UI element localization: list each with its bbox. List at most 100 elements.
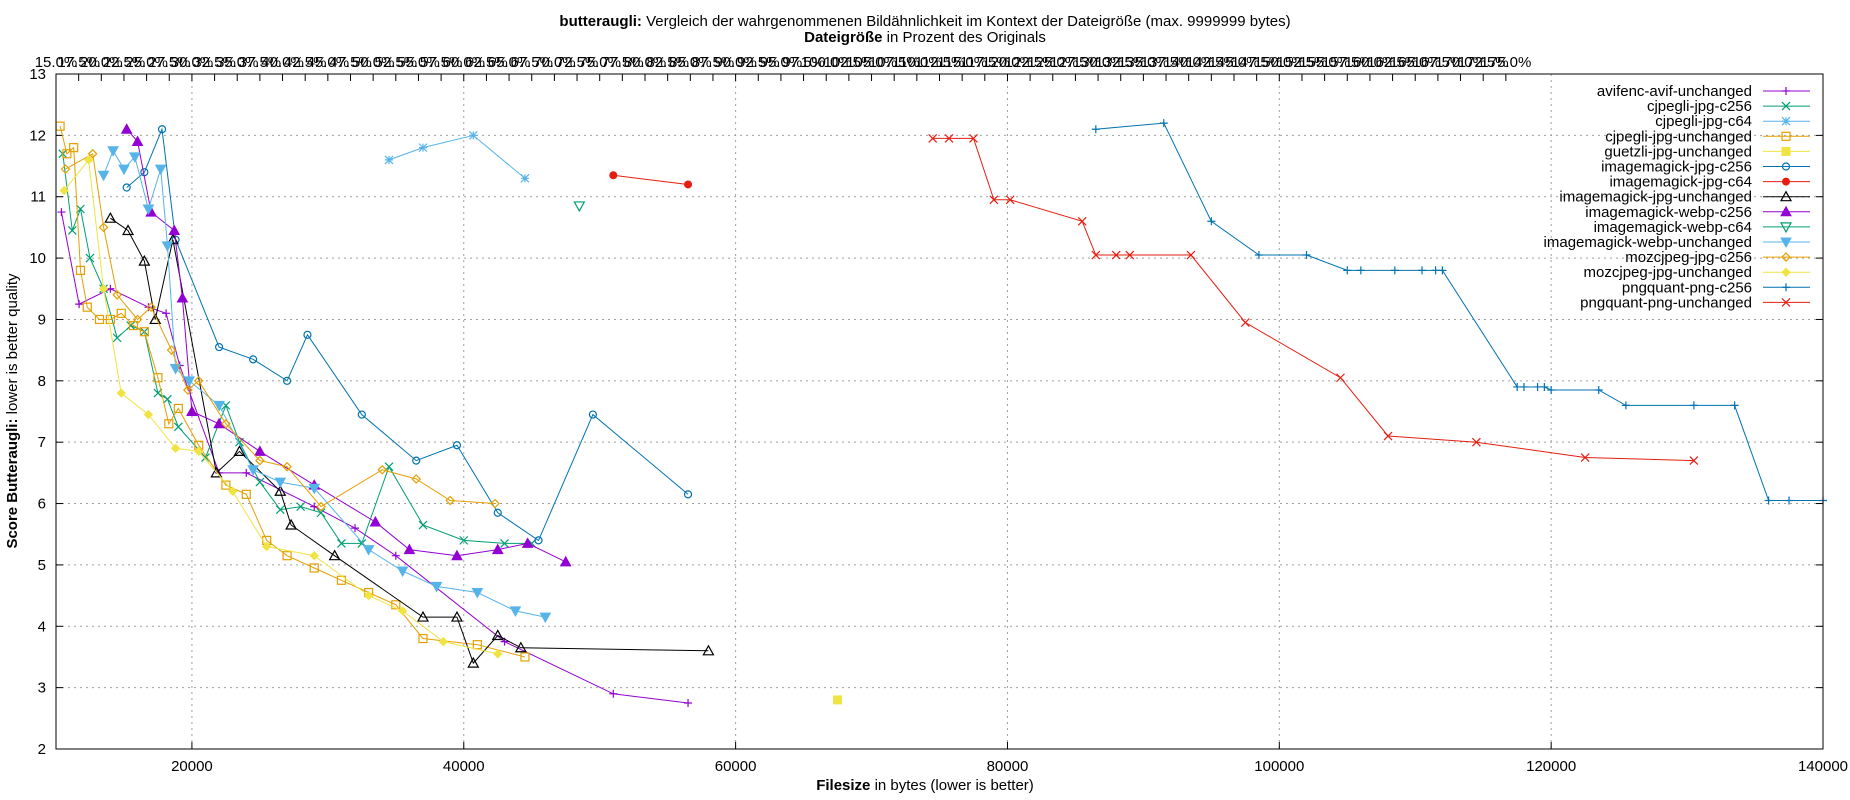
data-point <box>143 409 154 420</box>
data-point <box>131 135 144 146</box>
y-tick-label: 2 <box>38 741 46 758</box>
data-point <box>493 649 503 659</box>
data-point <box>309 550 319 561</box>
data-point <box>57 208 66 217</box>
data-point <box>146 302 156 313</box>
data-point <box>1336 373 1345 383</box>
data-point <box>363 590 374 601</box>
data-point <box>520 173 530 183</box>
data-point <box>303 330 312 339</box>
legend-marker <box>1781 146 1791 156</box>
data-point <box>1186 250 1196 260</box>
data-point <box>362 545 375 556</box>
data-point <box>138 254 151 266</box>
x-tick-label: 20000 <box>171 758 213 775</box>
x2-tick-label: 62.5% <box>465 54 508 71</box>
data-point <box>609 171 618 180</box>
data-point <box>97 170 110 182</box>
data-point <box>316 508 326 518</box>
x2-tick-label: 132.5% <box>1095 54 1146 71</box>
x2-tick-label: 40.0% <box>261 54 304 71</box>
series-cjpegli-jpg-c256 <box>58 149 537 548</box>
chart-title-bold: butteraugli: <box>559 13 642 30</box>
x2-tick-label: 100.0% <box>801 54 852 71</box>
series-guetzli-jpg-unchanged <box>833 695 843 705</box>
legend-entry: imagemagick-jpg-unchanged <box>1559 189 1810 206</box>
data-point <box>1513 382 1522 391</box>
x2-tick-label: 47.5% <box>329 54 372 71</box>
x2-tick-label: 110.0% <box>892 54 942 71</box>
chart-subtitle-rest: in Prozent des Originals <box>882 29 1045 46</box>
legend-label: mozcjpeg-jpg-unchanged <box>1584 264 1752 281</box>
data-point <box>98 222 109 233</box>
data-point <box>122 224 135 236</box>
legend-label: avifenc-avif-unchanged <box>1597 83 1752 100</box>
series-line <box>65 153 496 508</box>
data-point <box>186 405 198 416</box>
x2-tick-label: 25.0% <box>125 54 168 71</box>
y-tick-label: 6 <box>38 496 46 513</box>
series-cjpegli-jpg-c64 <box>384 130 530 183</box>
data-point <box>112 333 122 343</box>
data-point <box>173 403 183 414</box>
y-tick-label: 10 <box>29 250 46 267</box>
series-line <box>110 217 709 665</box>
data-point <box>248 355 258 364</box>
legend-marker <box>1780 237 1792 249</box>
x2-tick-label: 152.5% <box>1277 54 1328 71</box>
data-point <box>1159 119 1168 128</box>
legend-entry: imagemagick-jpg-c64 <box>1609 174 1810 191</box>
data-point <box>83 155 94 165</box>
data-point <box>170 443 181 454</box>
x2-tick-label: 160.0% <box>1344 54 1395 71</box>
data-point <box>55 121 65 131</box>
data-point <box>684 698 693 707</box>
data-point <box>1125 250 1135 260</box>
legend-marker <box>1781 162 1791 171</box>
data-point <box>430 581 443 593</box>
data-point <box>928 134 938 143</box>
x-tick-label: 140000 <box>1798 758 1848 775</box>
x2-tick-label: 17.5% <box>57 54 100 71</box>
legend-entry: cjpegli-jpg-unchanged <box>1605 128 1810 145</box>
x2-tick-label: 105.0% <box>846 54 897 71</box>
data-point <box>452 441 462 450</box>
x2-tick-label: 87.5% <box>692 54 735 71</box>
data-point <box>227 486 238 496</box>
legend-marker <box>1781 252 1791 262</box>
series-line <box>126 127 689 542</box>
y-tick-label: 4 <box>38 618 46 635</box>
x2-tick-label: 30.0% <box>171 54 214 71</box>
legend-entry: imagemagick-webp-c256 <box>1585 204 1810 221</box>
data-point <box>85 253 95 263</box>
data-point <box>67 226 77 235</box>
data-point <box>105 314 115 325</box>
data-point <box>1594 386 1603 395</box>
data-point <box>128 152 141 163</box>
data-point <box>242 468 251 477</box>
data-point <box>120 123 133 134</box>
legend-marker <box>1782 283 1790 292</box>
data-point <box>509 606 522 617</box>
x2-tick-label: 50.0% <box>352 54 395 71</box>
legend-marker <box>1779 222 1793 234</box>
data-point <box>139 327 149 337</box>
chart-series <box>55 119 1827 707</box>
chart-subtitle: Dateigröße in Prozent des Originals <box>804 29 1046 46</box>
legend-label: cjpegli-jpg-c256 <box>1647 98 1752 115</box>
data-point <box>1240 318 1250 327</box>
legend-label: cjpegli-jpg-c64 <box>1655 113 1752 130</box>
series-pngquant-png-c256 <box>1091 119 1827 505</box>
data-point <box>438 636 449 647</box>
data-point <box>328 549 341 561</box>
data-point <box>1785 496 1794 505</box>
chart-title: butteraugli: Vergleich der wahrgenommene… <box>559 13 1290 30</box>
x-tick-label: 100000 <box>1254 758 1304 775</box>
x2-tick-label: 65.0% <box>488 54 531 71</box>
data-point <box>357 410 366 419</box>
data-point <box>450 610 463 622</box>
legend-marker <box>1780 205 1792 217</box>
x2-tick-label: 167.5% <box>1412 54 1463 71</box>
data-point <box>391 600 401 610</box>
data-point <box>118 164 130 176</box>
